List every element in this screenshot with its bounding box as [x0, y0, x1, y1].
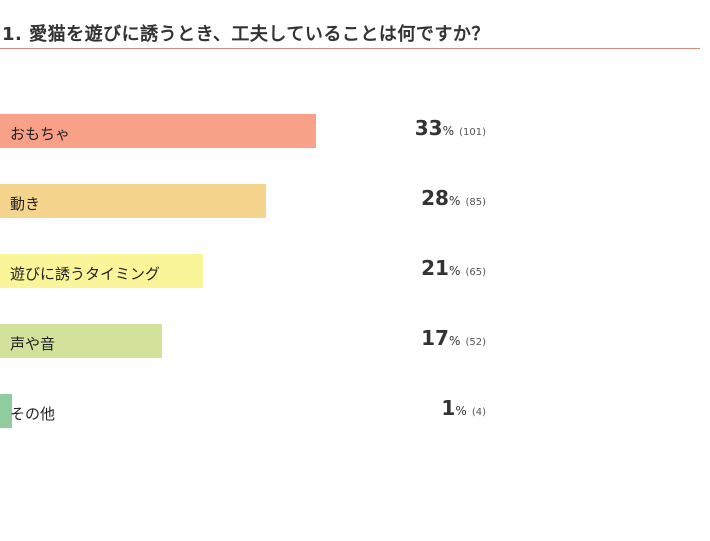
- percent-value: 1: [441, 396, 456, 420]
- bar-value: 28% (85): [421, 186, 486, 210]
- percent-sign: %: [448, 194, 461, 208]
- bar: [0, 394, 12, 428]
- percent-sign: %: [442, 124, 455, 138]
- bar-row: おもちゃ 33% (101): [0, 114, 700, 148]
- percent-sign: %: [448, 334, 461, 348]
- percent-value: 33: [414, 116, 443, 140]
- percent-sign: %: [448, 264, 461, 278]
- percent-value: 17: [421, 326, 449, 350]
- bar-value: 21% (65): [421, 256, 486, 280]
- percent-sign: %: [455, 404, 467, 418]
- bar: [0, 254, 203, 288]
- bar-row: 動き 28% (85): [0, 184, 700, 218]
- bar-label: 遊びに誘うタイミング: [10, 265, 161, 283]
- response-count: (65): [465, 267, 486, 278]
- bar-row: 遊びに誘うタイミング 21% (65): [0, 254, 700, 288]
- response-count: (85): [465, 197, 486, 208]
- percent-value: 28: [421, 186, 449, 210]
- percent-value: 21: [421, 256, 449, 280]
- chart-title: 1. 愛猫を遊びに誘うとき、工夫していることは何ですか？: [2, 24, 490, 45]
- bar-label: 声や音: [10, 335, 56, 353]
- bar: [0, 114, 316, 148]
- response-count: (52): [465, 337, 486, 348]
- bar-row: 声や音 17% (52): [0, 324, 700, 358]
- bar-label: おもちゃ: [10, 125, 71, 143]
- response-count: (4): [471, 407, 486, 418]
- bar-row: その他 1% (4): [0, 394, 700, 428]
- bar: [0, 184, 266, 218]
- response-count: (101): [459, 127, 486, 138]
- bar-label: 動き: [10, 195, 41, 213]
- bar-value: 33% (101): [415, 116, 486, 140]
- title-divider: [0, 48, 700, 49]
- bar-value: 1% (4): [441, 396, 486, 420]
- bar-label: その他: [10, 405, 56, 423]
- bar: [0, 324, 162, 358]
- bar-value: 17% (52): [421, 326, 486, 350]
